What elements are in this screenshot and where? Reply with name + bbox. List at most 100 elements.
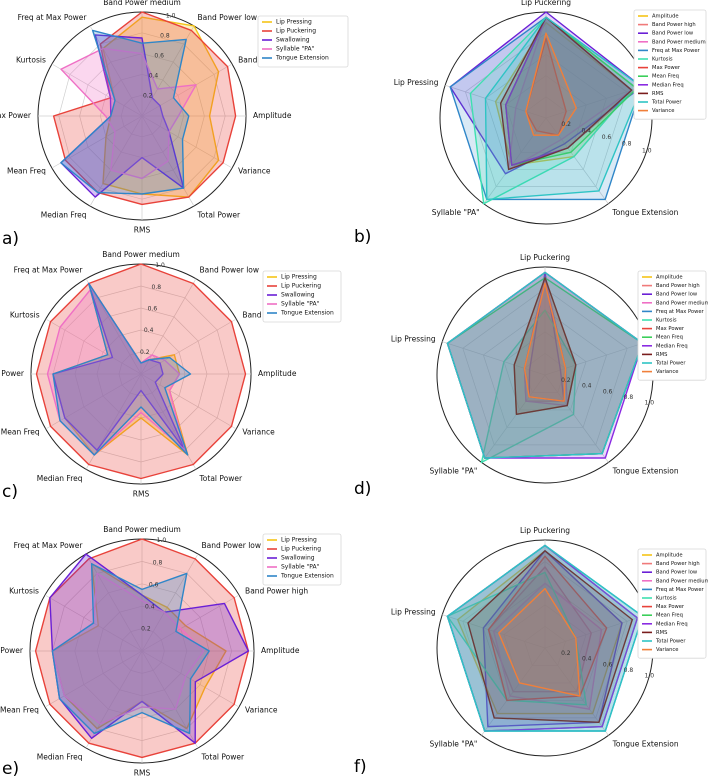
radial-tick-label: 0.4	[144, 327, 154, 334]
legend-entry: Amplitude	[652, 14, 679, 20]
axis-label: Variance	[242, 428, 275, 437]
radar-grid-ring	[503, 604, 587, 684]
axis-label: Kurtosis	[16, 56, 46, 65]
legend-entry: Band Power medium	[652, 39, 706, 45]
radar-spoke	[544, 374, 609, 463]
legend-entry: Amplitude	[656, 553, 683, 559]
legend-entry: Syllable "PA"	[281, 301, 320, 308]
radial-tick-label: 1.0	[157, 537, 167, 544]
axis-label: Median Freq	[41, 211, 87, 220]
panel-letter: e)	[2, 759, 19, 779]
legend-entry: Median Freq	[656, 343, 688, 349]
radar-spoke	[545, 117, 609, 204]
legend-entry: Freq at Max Power	[652, 48, 701, 54]
series-polygon-rms	[513, 277, 577, 416]
legend-entry: Max Power	[656, 604, 685, 610]
axis-label: Band Power medium	[102, 250, 180, 259]
axis-label: Band Power low	[202, 541, 262, 550]
legend-entry: Band Power high	[656, 283, 700, 289]
radial-tick-label: 1.0	[642, 147, 652, 154]
legend-entry: Lip Pressing	[281, 537, 317, 544]
series-polygon-tongue-extension	[60, 29, 190, 195]
series-polygon-total-power	[446, 271, 644, 459]
legend-entry: Lip Puckering	[276, 28, 316, 35]
legend-entry: RMS	[656, 630, 667, 636]
legend-entry: Tongue Extension	[280, 573, 334, 580]
legend-entry: Freq at Max Power	[656, 309, 705, 315]
legend-entry: Swallowing	[276, 37, 310, 44]
axis-label: Max Power	[0, 111, 32, 120]
legend-entry: Swallowing	[281, 555, 315, 562]
radar-grid-ring	[482, 309, 608, 428]
radar-grid-ring	[505, 75, 587, 153]
legend-entry: Max Power	[656, 326, 685, 332]
series-polygon-rms	[499, 16, 633, 171]
panel-letter: a)	[2, 229, 19, 249]
axis-label: Tongue Extension	[611, 208, 678, 217]
legend-box	[637, 270, 707, 381]
legend-box	[262, 533, 342, 586]
radial-tick-label: 0.4	[149, 73, 159, 80]
radial-tick-label: 0.8	[160, 33, 170, 40]
radar-panel-1: 0.2 0.4 0.6 0.8 1.0 Band Power medium Band Pow…	[0, 0, 349, 249]
axis-label: Mean Freq	[0, 706, 39, 715]
radar-spoke	[140, 373, 237, 430]
legend-box	[262, 270, 342, 323]
radar-spoke	[51, 115, 143, 169]
radar-spoke	[89, 25, 143, 117]
axis-label: Syllable "PA"	[430, 467, 478, 476]
axis-label: Max Power	[0, 369, 25, 378]
radar-spoke	[483, 117, 547, 204]
radar-spoke	[45, 318, 142, 375]
axis-label: Median Freq	[37, 753, 83, 762]
axis-label: Variance	[238, 167, 271, 176]
radar-grid-ring	[482, 582, 608, 701]
radar-spoke	[89, 115, 143, 207]
legend-entry: Variance	[656, 369, 678, 375]
legend-entry: Variance	[652, 108, 674, 114]
legend-entry: Freq at Max Power	[656, 587, 705, 593]
series-polygon-swallowing	[52, 282, 186, 451]
radial-tick-label: 0.2	[141, 625, 151, 632]
legend-entry: Band Power low	[656, 292, 698, 298]
axis-label: Mean Freq	[7, 167, 46, 176]
legend-entry: Band Power high	[656, 561, 700, 567]
panel-letter: b)	[354, 227, 371, 247]
radial-tick-label: 0.8	[624, 394, 634, 401]
panel-letter: f)	[354, 757, 367, 777]
radar-spoke	[140, 278, 197, 375]
radar-grid-ring	[524, 625, 566, 666]
axis-label: Amplitude	[253, 111, 292, 120]
axis-label: Kurtosis	[9, 587, 39, 596]
radar-spoke	[141, 650, 199, 749]
axis-label: Lip Pressing	[394, 78, 439, 87]
legend-entry: Amplitude	[656, 275, 683, 281]
series-polygon-kurtosis	[446, 571, 587, 706]
radar-grid-ring	[464, 32, 628, 187]
panel-letter: d)	[354, 479, 371, 499]
axis-label: Total Power	[199, 474, 243, 483]
radial-tick-label: 0.2	[561, 650, 571, 657]
axis-label: Lip Pressing	[391, 334, 436, 343]
radial-tick-label: 0.4	[582, 128, 592, 135]
axis-label: Max Power	[0, 646, 24, 655]
legend-entry: Band Power low	[652, 31, 694, 37]
series-polygon-syllable-pa	[60, 47, 197, 180]
legend-entry: Syllable "PA"	[281, 564, 320, 571]
axis-label: Band Power low	[200, 266, 260, 275]
axis-label: Lip Puckering	[520, 526, 570, 535]
legend-box	[637, 548, 707, 659]
radar-grid-ring	[485, 53, 607, 170]
legend-entry: Band Power medium	[656, 578, 708, 584]
series-polygon-variance	[523, 282, 567, 402]
series-polygon-syllable-pa	[46, 287, 186, 456]
radial-tick-label: 0.4	[582, 656, 592, 663]
radar-spoke	[85, 650, 143, 749]
radial-tick-label: 0.8	[152, 284, 162, 291]
axis-label: Band Power low	[198, 13, 258, 22]
axis-label: Tongue Extension	[612, 740, 679, 749]
series-polygon-total-power	[484, 16, 643, 201]
axis-label: Median Freq	[37, 474, 83, 483]
